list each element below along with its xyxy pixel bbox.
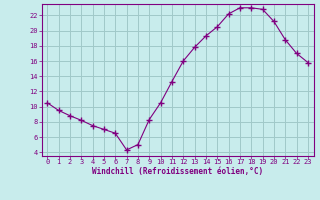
X-axis label: Windchill (Refroidissement éolien,°C): Windchill (Refroidissement éolien,°C) xyxy=(92,167,263,176)
